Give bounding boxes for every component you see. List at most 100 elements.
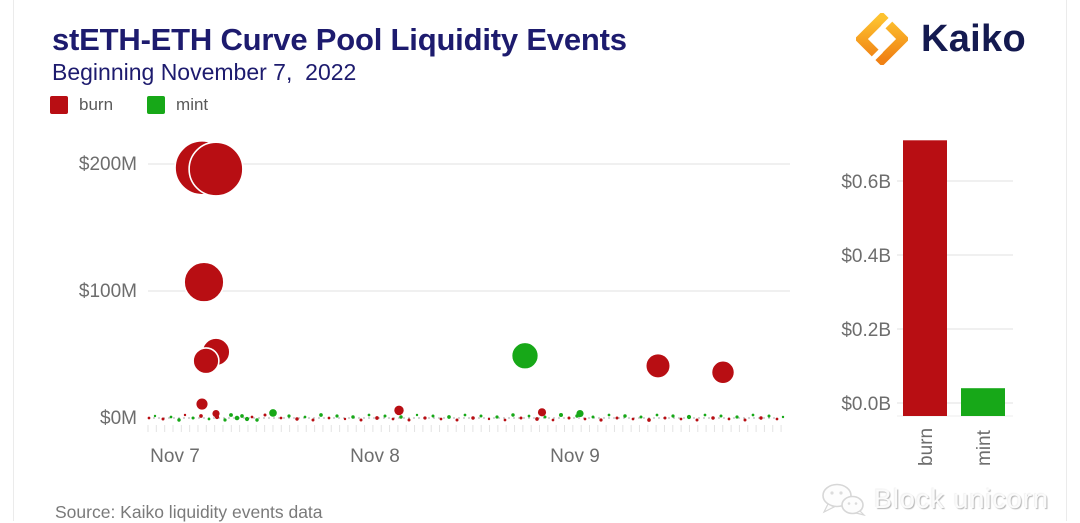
mint-micro-dot[interactable] [319,413,323,417]
watermark: Block unicorn [820,482,1049,516]
mint-micro-dot[interactable] [191,416,195,420]
mint-micro-dot[interactable] [543,415,547,419]
mint-micro-dot[interactable] [240,414,244,418]
mint-micro-dot[interactable] [367,413,371,417]
mint-micro-dot[interactable] [639,415,643,419]
mint-micro-dot[interactable] [244,416,250,422]
y-tick-label: $0.0B [841,394,891,415]
mint-micro-dot[interactable] [735,415,739,419]
mint-bar[interactable] [961,388,1005,416]
mint-micro-dot[interactable] [229,413,233,417]
mint-micro-dot[interactable] [623,414,627,418]
mint-micro-dot[interactable] [169,415,173,419]
mint-micro-dot[interactable] [686,414,692,420]
burn-micro-dot[interactable] [455,418,459,422]
burn-micro-dot[interactable] [343,417,347,421]
burn-micro-dot[interactable] [161,417,165,421]
mint-micro-dot[interactable] [234,415,240,421]
mint-micro-dot[interactable] [383,414,387,418]
mint-micro-dot[interactable] [558,412,564,418]
burn-micro-dot[interactable] [615,416,619,420]
burn-micro-dot[interactable] [375,416,379,420]
mint-micro-dot[interactable] [781,415,785,419]
mint-micro-dot[interactable] [223,418,227,422]
burn-micro-dot[interactable] [295,417,299,421]
mint-micro-dot[interactable] [335,414,339,418]
mint-micro-dot[interactable] [177,418,181,422]
burn-micro-dot[interactable] [407,418,411,422]
burn-bar[interactable] [903,140,947,417]
mint-micro-dot[interactable] [479,414,483,418]
burn-micro-dot[interactable] [471,416,475,420]
burn-micro-dot[interactable] [423,416,427,420]
burn-micro-dot[interactable] [279,416,283,420]
mint-bubble[interactable] [510,341,540,371]
mint-micro-dot[interactable] [287,414,291,418]
burn-micro-dot[interactable] [583,417,587,421]
mint-micro-dot[interactable] [447,415,451,419]
mint-micro-dot[interactable] [591,415,595,419]
mint-micro-dot[interactable] [207,417,211,421]
burn-micro-dot[interactable] [551,418,555,422]
burn-bubble[interactable] [394,405,404,416]
mint-micro-dot[interactable] [351,415,355,419]
mint-micro-dot[interactable] [655,413,659,417]
burn-bubble[interactable] [188,141,244,197]
mint-micro-dot[interactable] [463,413,467,417]
legend-item-burn[interactable]: burn [50,95,113,115]
burn-micro-dot[interactable] [439,417,443,421]
burn-micro-dot[interactable] [250,415,254,419]
mint-bubble[interactable] [269,409,277,417]
burn-micro-dot[interactable] [695,418,699,422]
mint-micro-dot[interactable] [767,414,771,418]
mint-bubble[interactable] [576,409,584,418]
mint-micro-dot[interactable] [399,415,403,419]
legend-item-mint[interactable]: mint [147,95,208,115]
burn-micro-dot[interactable] [679,417,683,421]
burn-bubble[interactable] [212,409,220,418]
burn-bubble[interactable] [192,347,220,375]
burn-micro-dot[interactable] [647,418,651,422]
burn-micro-dot[interactable] [711,416,715,420]
burn-micro-dot[interactable] [775,417,779,421]
burn-micro-dot[interactable] [743,418,747,422]
burn-micro-dot[interactable] [631,417,635,421]
mint-micro-dot[interactable] [495,415,499,419]
burn-micro-dot[interactable] [759,416,763,420]
burn-micro-dot[interactable] [327,416,331,420]
burn-bubble[interactable] [644,352,672,380]
burn-micro-dot[interactable] [535,417,539,421]
mint-micro-dot[interactable] [255,418,259,422]
mint-micro-dot[interactable] [719,414,723,418]
burn-micro-dot[interactable] [599,418,603,422]
burn-micro-dot[interactable] [359,418,363,422]
mint-micro-dot[interactable] [671,414,675,418]
burn-micro-dot[interactable] [183,413,187,417]
burn-micro-dot[interactable] [391,417,395,421]
mint-micro-dot[interactable] [607,413,611,417]
mint-micro-dot[interactable] [303,415,307,419]
burn-bubble[interactable] [183,261,225,303]
mint-micro-dot[interactable] [431,414,435,418]
burn-micro-dot[interactable] [567,416,571,420]
mint-micro-dot[interactable] [415,413,419,417]
mint-micro-dot[interactable] [511,413,515,417]
burn-micro-dot[interactable] [147,416,151,420]
mint-micro-dot[interactable] [751,413,755,417]
burn-bubble[interactable] [194,396,210,412]
mint-micro-dot[interactable] [153,414,157,418]
burn-micro-dot[interactable] [263,413,267,417]
burn-bubble[interactable] [537,408,547,417]
mint-micro-dot[interactable] [527,414,531,418]
bar-category-label: burn [916,428,937,466]
burn-micro-dot[interactable] [727,417,731,421]
burn-micro-dot[interactable] [487,417,491,421]
page-right-border [1066,0,1067,521]
burn-bubble[interactable] [710,359,736,385]
burn-micro-dot[interactable] [503,418,507,422]
burn-micro-dot[interactable] [519,416,523,420]
burn-micro-dot[interactable] [663,416,667,420]
burn-micro-dot[interactable] [311,418,315,422]
mint-micro-dot[interactable] [703,413,707,417]
burn-micro-dot[interactable] [199,414,203,418]
